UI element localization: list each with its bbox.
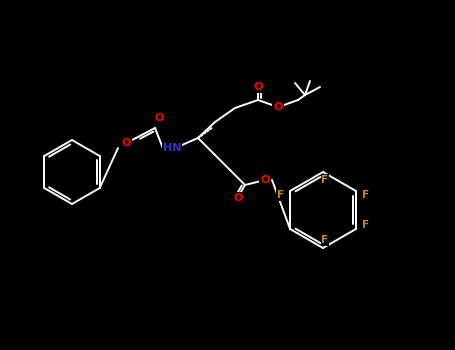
Text: HN: HN: [163, 143, 181, 153]
Text: O: O: [233, 193, 243, 203]
Text: O: O: [273, 102, 283, 112]
Text: O: O: [121, 138, 131, 148]
Text: F: F: [362, 220, 369, 230]
Text: F: F: [321, 175, 329, 185]
Text: F: F: [362, 190, 369, 200]
Text: O: O: [260, 175, 270, 185]
Text: F: F: [277, 190, 283, 200]
Text: O: O: [253, 82, 263, 92]
Text: F: F: [321, 235, 329, 245]
Text: O: O: [154, 113, 164, 123]
